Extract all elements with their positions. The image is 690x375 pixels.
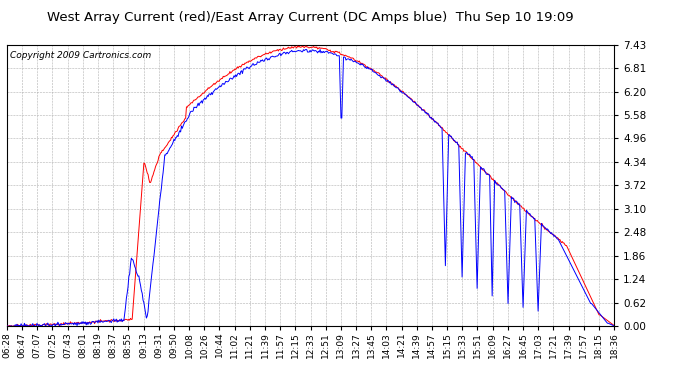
Text: West Array Current (red)/East Array Current (DC Amps blue)  Thu Sep 10 19:09: West Array Current (red)/East Array Curr… <box>47 11 574 24</box>
Text: Copyright 2009 Cartronics.com: Copyright 2009 Cartronics.com <box>10 51 151 60</box>
